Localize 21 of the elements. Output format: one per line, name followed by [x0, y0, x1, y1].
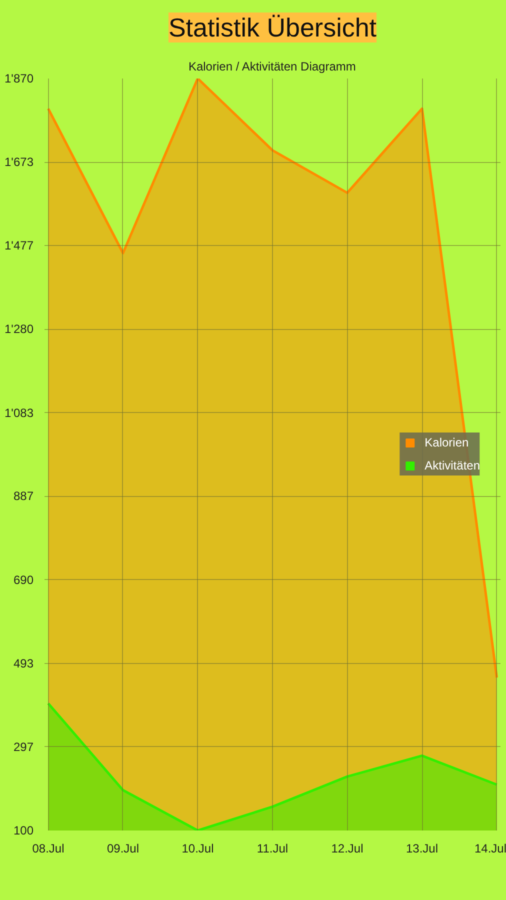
- y-tick-label: 1'477: [4, 238, 34, 252]
- x-tick-label: 10.Jul: [182, 842, 214, 856]
- x-tick-label: 08.Jul: [32, 842, 64, 856]
- y-tick-label: 297: [13, 740, 34, 754]
- y-tick-label: 100: [13, 824, 34, 838]
- chart-title: Statistik Übersicht: [168, 12, 378, 42]
- x-tick-label: 14.Jul: [474, 842, 506, 856]
- chart-subtitle: Kalorien / Aktivitäten Diagramm: [188, 60, 356, 74]
- y-tick-label: 1'870: [4, 72, 34, 86]
- legend-label: Kalorien: [424, 436, 469, 450]
- x-tick-label: 11.Jul: [256, 842, 288, 856]
- y-tick-label: 1'083: [4, 406, 34, 420]
- y-tick-label: 493: [13, 656, 34, 671]
- y-tick-label: 1'673: [4, 155, 34, 170]
- x-tick-label: 13.Jul: [406, 842, 438, 856]
- x-tick-label: 09.Jul: [106, 842, 140, 856]
- x-tick-label: 12.Jul: [331, 842, 364, 856]
- legend-label: Aktivitäten: [424, 458, 480, 472]
- y-tick-label: 1'280: [4, 322, 34, 336]
- y-tick-label: 887: [13, 489, 34, 504]
- y-tick-label: 690: [13, 572, 34, 587]
